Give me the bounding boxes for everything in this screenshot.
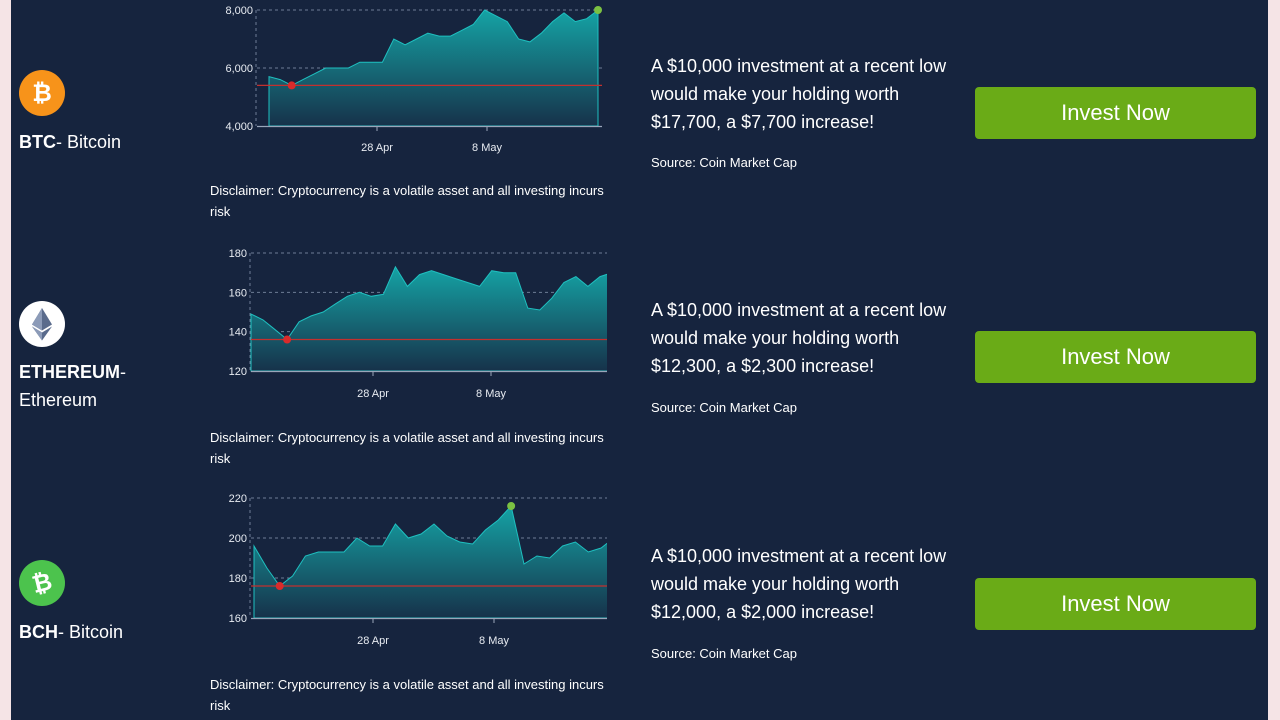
invest-now-button[interactable]: Invest Now [975, 331, 1256, 383]
coin-full-name: - Ethereum [19, 362, 127, 410]
invest-now-button[interactable]: Invest Now [975, 578, 1256, 630]
y-tick-label: 8,000 [225, 5, 253, 17]
recent-low-marker [283, 335, 292, 344]
svg-text:₿: ₿ [29, 568, 55, 599]
coin-ticker: BCH [19, 622, 58, 642]
source-text: Source: Coin Market Cap [651, 646, 797, 661]
recent-low-marker [287, 81, 296, 90]
y-tick-label: 160 [229, 613, 247, 625]
coin-ticker: BTC [19, 132, 56, 152]
price-area-series [268, 8, 599, 127]
ethereum-icon [19, 301, 65, 347]
coin-full-name: - Bitcoin [56, 132, 122, 152]
current-high-marker [594, 6, 602, 14]
y-tick-label: 200 [229, 533, 247, 545]
coin-ticker: ETHEREUM [19, 362, 121, 382]
y-tick-label: 160 [229, 287, 247, 299]
y-tick-label: 140 [229, 327, 247, 339]
coin-full-name: - Bitcoin [58, 622, 124, 642]
bitcoin-icon: ₿ [19, 70, 65, 116]
disclaimer-text: Disclaimer: Cryptocurrency is a volatile… [210, 677, 604, 713]
x-tick-label: 28 Apr [357, 635, 389, 647]
y-tick-label: 180 [229, 573, 247, 585]
y-tick-label: 4,000 [225, 121, 253, 133]
bitcoin-cash-icon: ₿ [19, 560, 65, 606]
coin-row-ethereum: ETHEREUM- Ethereum 180 160 140 120 28 Apr 8 M… [11, 245, 1268, 490]
x-tick-label: 28 Apr [357, 388, 389, 400]
source-text: Source: Coin Market Cap [651, 155, 797, 170]
x-tick-label: 8 May [479, 635, 509, 647]
y-tick-label: 6,000 [225, 63, 253, 75]
investment-summary: A $10,000 investment at a recent low wou… [651, 546, 947, 622]
source-text: Source: Coin Market Cap [651, 400, 797, 415]
svg-text:₿: ₿ [32, 80, 52, 107]
coin-name: BTC- Bitcoin [19, 128, 121, 156]
x-tick-label: 8 May [476, 388, 506, 400]
y-tick-label: 220 [229, 493, 247, 505]
price-chart: 180 160 140 120 28 Apr 8 May [229, 248, 607, 400]
y-tick-label: 120 [229, 366, 247, 378]
current-high-marker [507, 502, 516, 510]
disclaimer-text: Disclaimer: Cryptocurrency is a volatile… [210, 183, 604, 219]
investment-summary: A $10,000 investment at a recent low wou… [651, 300, 947, 376]
coin-name: BCH- Bitcoin [19, 618, 123, 646]
invest-now-button[interactable]: Invest Now [975, 87, 1256, 139]
coin-row-btc: ₿ BTC- Bitcoin 8,000 6,000 4,000 28 Apr 8 Ma… [11, 0, 1268, 245]
coin-row-bch: ₿ BCH- Bitcoin 220 200 180 160 28 Apr 8 May D… [11, 490, 1268, 720]
price-chart: 8,000 6,000 4,000 28 Apr 8 May [225, 5, 602, 154]
price-area-series [253, 504, 607, 619]
recent-low-marker [275, 582, 284, 590]
x-tick-label: 28 Apr [361, 142, 393, 154]
x-tick-label: 8 May [472, 142, 502, 154]
crypto-offers-panel: ₿ BTC- Bitcoin 8,000 6,000 4,000 28 Apr 8 Ma… [11, 0, 1268, 720]
price-chart: 220 200 180 160 28 Apr 8 May [229, 493, 607, 647]
price-area-series [250, 265, 607, 372]
investment-summary: A $10,000 investment at a recent low wou… [651, 56, 947, 132]
y-tick-label: 180 [229, 248, 247, 260]
coin-name: ETHEREUM- Ethereum [19, 358, 159, 414]
disclaimer-text: Disclaimer: Cryptocurrency is a volatile… [210, 430, 604, 466]
